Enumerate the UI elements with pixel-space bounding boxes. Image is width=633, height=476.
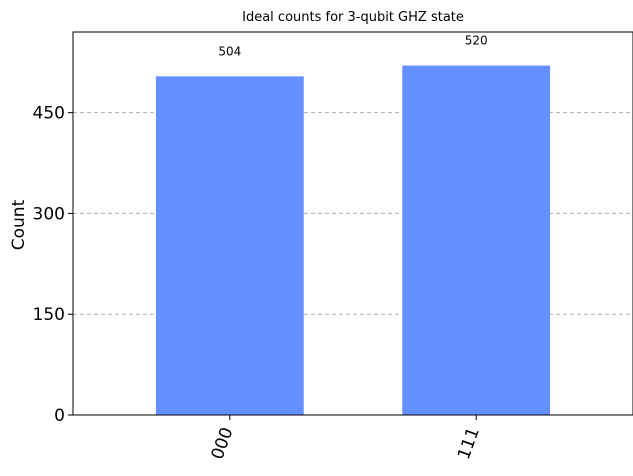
x-tick-layer: 000 111 [208,415,484,462]
bar-000 [155,76,304,416]
y-axis-label: Count [9,199,29,250]
y-tick-label: 150 [33,305,65,325]
data-label-000: 504 [218,44,241,58]
x-tick-label: 111 [454,425,484,462]
data-label-layer: 504 520 [218,34,487,59]
data-label-111: 520 [465,34,488,48]
y-tick-label: 300 [33,204,65,224]
bar-111 [402,65,551,415]
y-tick-layer: 0 150 300 450 [33,104,73,426]
y-tick-label: 0 [54,406,65,426]
bar-layer [155,65,551,416]
plot-frame [72,31,633,416]
x-tick-label: 000 [208,425,238,462]
y-tick-label: 450 [33,104,65,124]
chart-title: Ideal counts for 3-qubit GHZ state [242,10,464,25]
